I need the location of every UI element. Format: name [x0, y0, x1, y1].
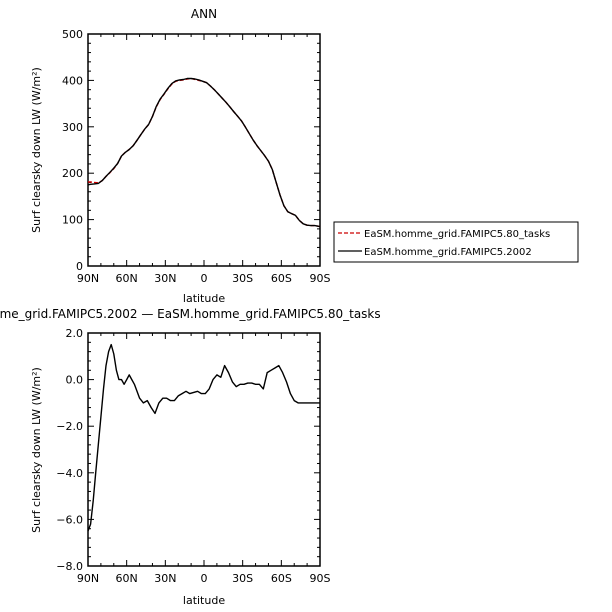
top-plot-frame: [87, 33, 321, 267]
top-panel: ANN latitude Surf clearsky down LW (W/m²…: [30, 7, 579, 305]
y-tick-label: 300: [62, 121, 83, 134]
bottom-y-axis-label: Surf clearsky down LW (W/m²): [30, 367, 43, 533]
series-line-80-tasks: [88, 77, 321, 228]
y-tick-label: −8.0: [56, 560, 83, 573]
x-tick-label: 60N: [116, 272, 138, 285]
y-tick-label: −2.0: [56, 420, 83, 433]
y-tick-label: 200: [62, 167, 83, 180]
y-tick-label: 0.0: [66, 374, 84, 387]
y-tick-label: −6.0: [56, 513, 83, 526]
top-y-axis-label: Surf clearsky down LW (W/m²): [30, 67, 43, 233]
y-tick-label: 0: [76, 260, 83, 273]
series-line-2002: [87, 77, 321, 228]
x-tick-label: 90S: [310, 572, 331, 585]
top-series-group: [87, 77, 321, 228]
x-tick-label: 0: [201, 572, 208, 585]
y-tick-label: 2.0: [66, 327, 84, 340]
bottom-axis-ticks: 90N 60N 30N 0 30S 60S 90S −8.0 −6.0 −4.0 −2.0 0.0 2.…: [56, 327, 330, 585]
y-tick-label: 500: [62, 28, 83, 41]
x-tick-label: 30N: [154, 272, 176, 285]
top-axis-ticks: 90N 60N 30N 0 30S 60S 90S 0 100 200 300 400 500: [62, 28, 331, 285]
difference-line: [87, 343, 320, 532]
legend: EaSM.homme_grid.FAMIPC5.80_tasks EaSM.ho…: [333, 221, 579, 263]
bottom-plot-frame: [87, 332, 321, 567]
y-tick-label: −4.0: [56, 467, 83, 480]
legend-frame: [333, 221, 579, 263]
x-tick-label: 30N: [154, 572, 176, 585]
x-tick-label: 60N: [116, 572, 138, 585]
x-tick-label: 30S: [232, 272, 253, 285]
y-tick-label: 100: [62, 214, 83, 227]
legend-label-80-tasks: EaSM.homme_grid.FAMIPC5.80_tasks: [364, 229, 550, 240]
bottom-chart-title: hme_grid.FAMIPC5.2002 — EaSM.homme_grid.…: [0, 307, 381, 321]
legend-label-2002: EaSM.homme_grid.FAMIPC5.2002: [364, 247, 532, 258]
bottom-x-axis-label: latitude: [183, 594, 225, 607]
x-tick-label: 90S: [310, 272, 331, 285]
x-tick-label: 90N: [77, 572, 99, 585]
x-tick-label: 90N: [77, 272, 99, 285]
x-tick-label: 0: [201, 272, 208, 285]
top-x-axis-label: latitude: [183, 292, 225, 305]
bottom-panel: hme_grid.FAMIPC5.2002 — EaSM.homme_grid.…: [0, 307, 381, 607]
x-tick-label: 60S: [271, 572, 292, 585]
bottom-series-group: [87, 343, 320, 532]
x-tick-label: 30S: [232, 572, 253, 585]
y-tick-label: 400: [62, 74, 83, 87]
x-tick-label: 60S: [271, 272, 292, 285]
top-chart-title: ANN: [191, 7, 217, 21]
